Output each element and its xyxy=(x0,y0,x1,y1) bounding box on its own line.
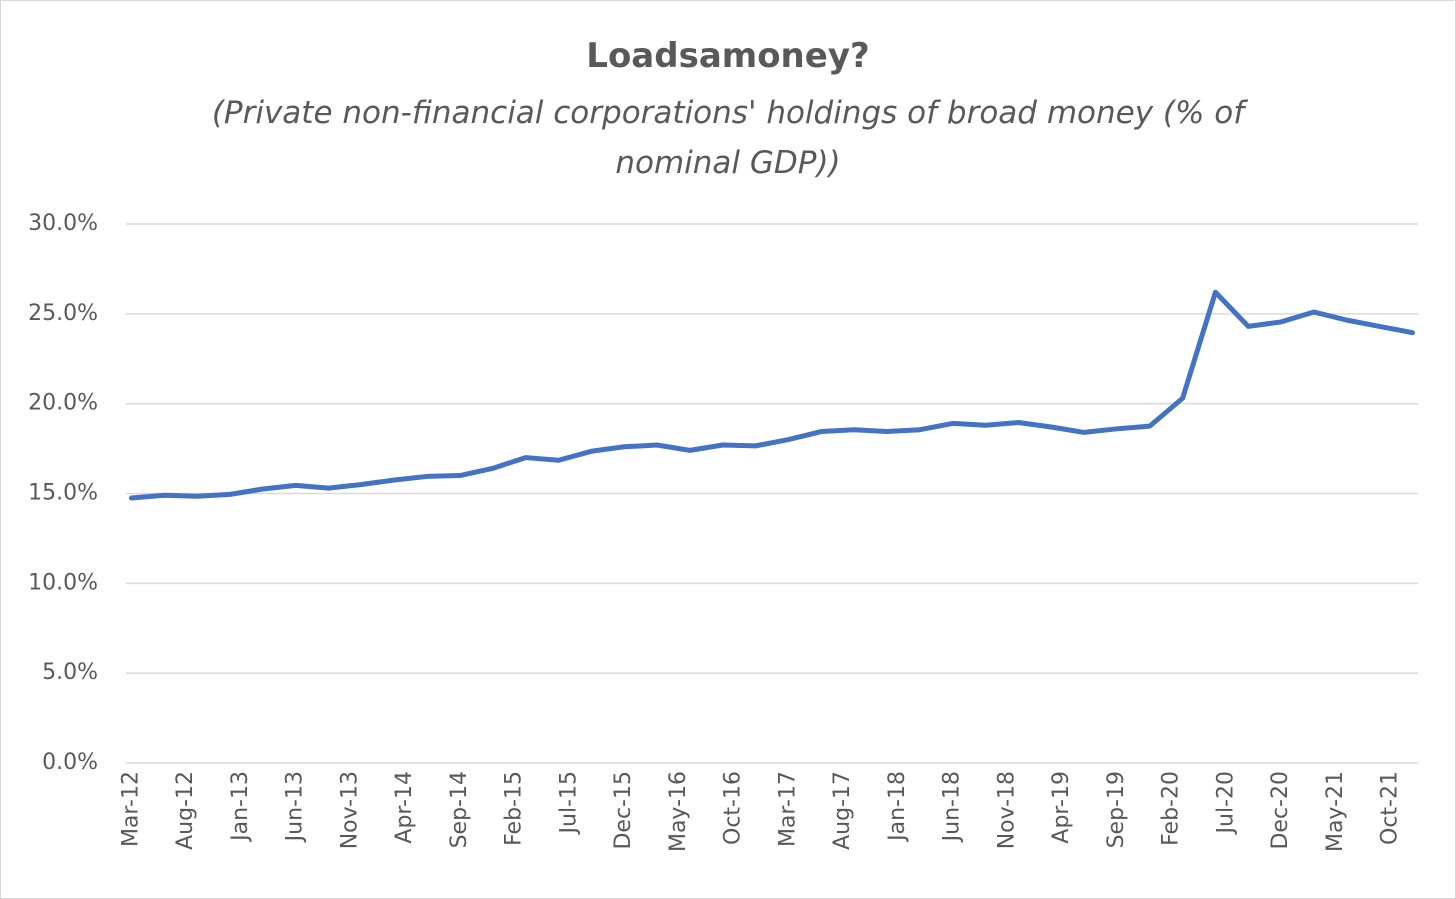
x-tick-label: Nov-13 xyxy=(337,771,362,849)
data-line xyxy=(128,289,1416,501)
x-tick-label: May-16 xyxy=(666,771,691,852)
y-tick-label: 5.0% xyxy=(42,660,98,685)
x-tick-label: Aug-17 xyxy=(830,771,855,850)
y-tick-label: 30.0% xyxy=(28,211,98,236)
chart-subtitle: (Private non-financial corporations' hol… xyxy=(211,95,1245,181)
x-tick-label: Sep-19 xyxy=(1104,771,1129,848)
x-tick-label: Mar-17 xyxy=(775,771,800,847)
x-tick-label: Mar-12 xyxy=(118,771,143,847)
x-tick-label: Jun-18 xyxy=(940,771,965,843)
y-tick-label: 20.0% xyxy=(28,391,98,416)
x-tick-label: May-21 xyxy=(1323,771,1348,852)
x-tick-label: Apr-14 xyxy=(392,771,417,844)
x-tick-label: Dec-20 xyxy=(1268,771,1293,850)
x-tick-label: Oct-16 xyxy=(721,771,746,845)
y-tick-label: 25.0% xyxy=(28,301,98,326)
x-tick-label: Nov-18 xyxy=(994,771,1019,849)
x-tick-label: Dec-15 xyxy=(611,771,636,850)
x-tick-label: Oct-21 xyxy=(1378,771,1403,845)
x-tick-label: Jun-13 xyxy=(283,771,308,843)
x-tick-label: Jul-15 xyxy=(556,771,581,835)
x-tick-label: Sep-14 xyxy=(447,771,472,848)
chart-title: Loadsamoney? xyxy=(586,36,870,76)
y-tick-label: 0.0% xyxy=(42,750,98,775)
x-tick-label: Apr-19 xyxy=(1049,771,1074,844)
x-tick-label: Aug-12 xyxy=(173,771,198,850)
x-tick-label: Jul-20 xyxy=(1213,771,1238,835)
x-tick-label: Jan-18 xyxy=(885,771,910,843)
y-tick-label: 15.0% xyxy=(28,481,98,506)
y-tick-label: 10.0% xyxy=(28,570,98,595)
x-tick-label: Feb-15 xyxy=(502,771,527,846)
x-tick-label: Jan-13 xyxy=(228,771,253,843)
x-tick-label: Feb-20 xyxy=(1159,771,1184,846)
